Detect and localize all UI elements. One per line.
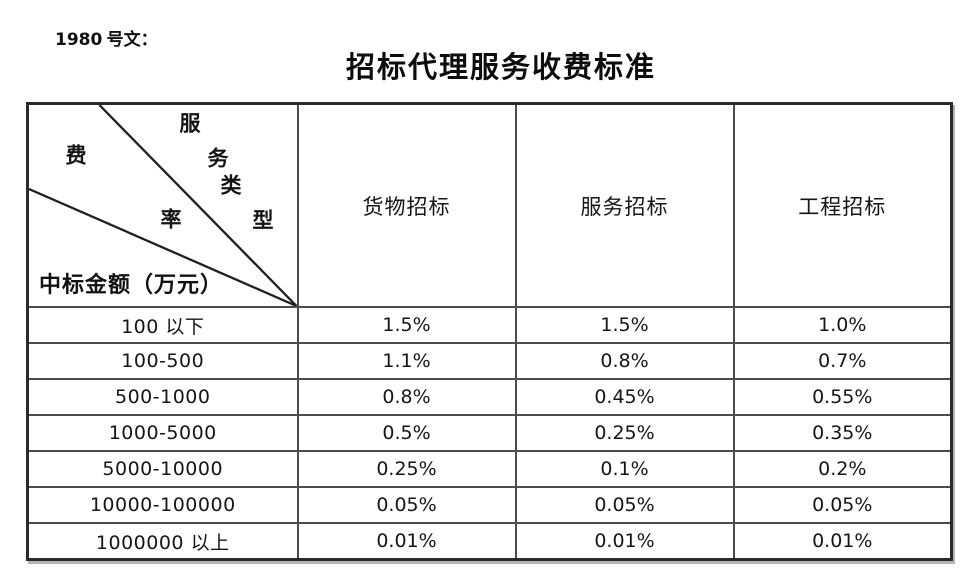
corner-header-cell: 费 率 服 务 类 型 中标金额（万元） bbox=[26, 102, 299, 308]
table-row: 5000-10000 0.25% 0.1% 0.2% bbox=[26, 450, 953, 488]
table-row: 100 以下 1.5% 1.5% 1.0% bbox=[26, 306, 953, 344]
table-header-row: 费 率 服 务 类 型 中标金额（万元） 货物招标 服务招标 工程招标 bbox=[26, 102, 953, 308]
row-label: 10000-100000 bbox=[26, 486, 299, 524]
fee-cell: 1.0% bbox=[732, 306, 953, 344]
corner-label-service-char: 服 bbox=[179, 111, 201, 136]
fee-cell: 0.8% bbox=[514, 342, 735, 380]
fee-cell: 1.1% bbox=[296, 342, 517, 380]
fee-cell: 0.25% bbox=[514, 414, 735, 452]
fee-cell: 0.5% bbox=[296, 414, 517, 452]
corner-label-category-char: 类 bbox=[220, 173, 242, 198]
fee-cell: 1.5% bbox=[514, 306, 735, 344]
fee-table: 费 率 服 务 类 型 中标金额（万元） 货物招标 服务招标 工程招标 100 … bbox=[26, 102, 953, 561]
corner-label-rate-char: 率 bbox=[160, 207, 182, 232]
diagonal-divider-lines bbox=[29, 105, 297, 306]
fee-cell: 0.25% bbox=[296, 450, 517, 488]
column-header-engineering-tender: 工程招标 bbox=[732, 102, 953, 308]
fee-cell: 0.2% bbox=[732, 450, 953, 488]
fee-cell: 1.5% bbox=[296, 306, 517, 344]
fee-cell: 0.01% bbox=[732, 522, 953, 561]
row-label: 5000-10000 bbox=[26, 450, 299, 488]
fee-cell: 0.7% bbox=[732, 342, 953, 380]
row-label: 1000000 以上 bbox=[26, 522, 299, 561]
corner-label-fee-char: 费 bbox=[65, 143, 87, 168]
fee-cell: 0.05% bbox=[514, 486, 735, 524]
row-label: 1000-5000 bbox=[26, 414, 299, 452]
fee-cell: 0.55% bbox=[732, 378, 953, 416]
fee-cell: 0.01% bbox=[514, 522, 735, 561]
page-title: 招标代理服务收费标准 bbox=[345, 52, 656, 84]
table-row: 1000-5000 0.5% 0.25% 0.35% bbox=[26, 414, 953, 452]
row-label: 500-1000 bbox=[26, 378, 299, 416]
table-row: 500-1000 0.8% 0.45% 0.55% bbox=[26, 378, 953, 416]
corner-label-bid-amount: 中标金额（万元） bbox=[39, 272, 224, 297]
fee-cell: 0.05% bbox=[732, 486, 953, 524]
doc-reference-number: 1980 bbox=[55, 30, 103, 50]
fee-cell: 0.01% bbox=[296, 522, 517, 561]
fee-cell: 0.35% bbox=[732, 414, 953, 452]
fee-cell: 0.1% bbox=[514, 450, 735, 488]
table-row: 1000000 以上 0.01% 0.01% 0.01% bbox=[26, 522, 953, 561]
table-row: 100-500 1.1% 0.8% 0.7% bbox=[26, 342, 953, 380]
doc-reference: 1980 号文： bbox=[38, 5, 158, 70]
doc-reference-suffix: 号文： bbox=[102, 30, 158, 49]
fee-cell: 0.8% bbox=[296, 378, 517, 416]
table-row: 10000-100000 0.05% 0.05% 0.05% bbox=[26, 486, 953, 524]
fee-cell: 0.05% bbox=[296, 486, 517, 524]
corner-label-affairs-char: 务 bbox=[207, 146, 229, 171]
fee-cell: 0.45% bbox=[514, 378, 735, 416]
row-label: 100 以下 bbox=[26, 306, 299, 344]
corner-label-type-char: 型 bbox=[252, 208, 274, 233]
column-header-goods-tender: 货物招标 bbox=[296, 102, 517, 308]
column-header-service-tender: 服务招标 bbox=[514, 102, 735, 308]
row-label: 100-500 bbox=[26, 342, 299, 380]
